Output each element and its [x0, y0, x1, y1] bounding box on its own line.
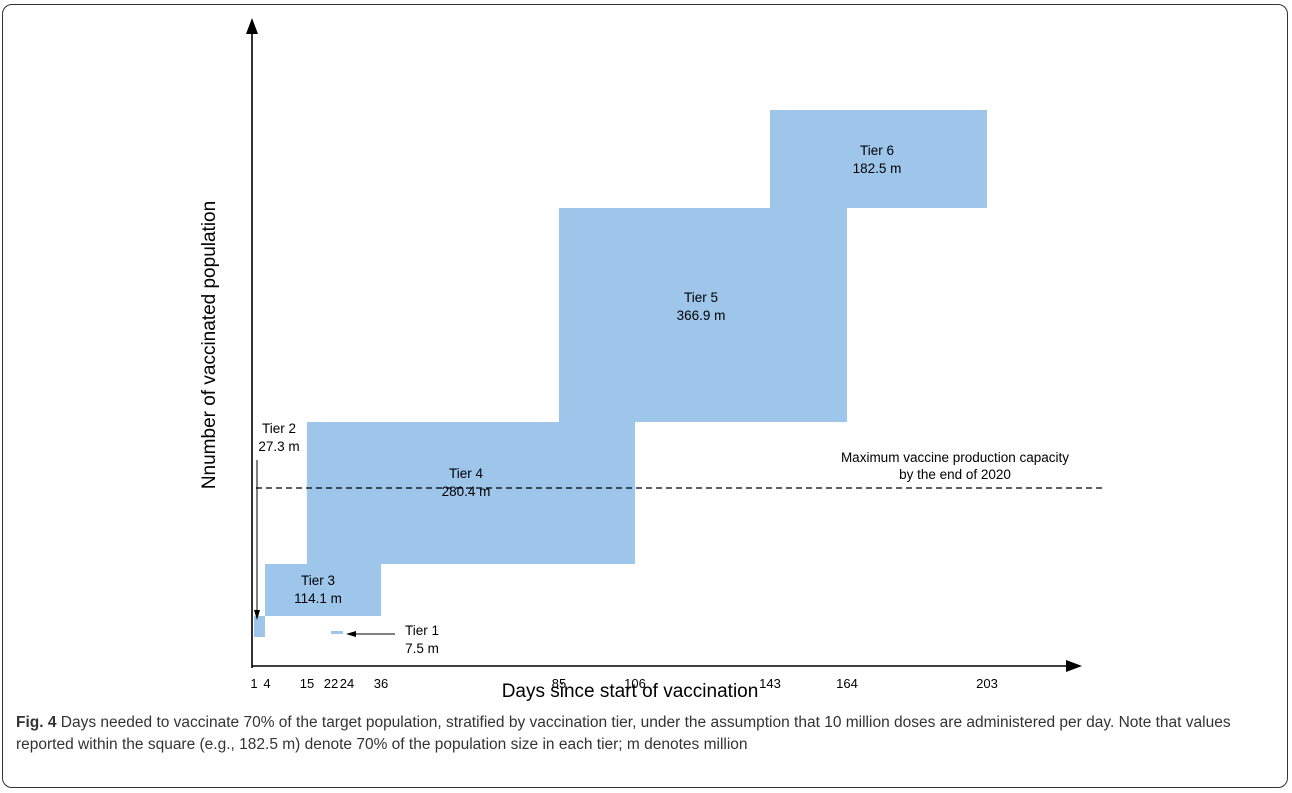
capacity-label-line1: Maximum vaccine production capacity	[841, 450, 1069, 465]
tier-labels: Tier 1 7.5 m Tier 2 27.3 m Tier 3 114.1 m Tier…	[258, 143, 901, 656]
x-tick-label: 106	[624, 676, 646, 691]
x-axis-label: Days since start of vaccination	[502, 681, 759, 702]
tier-4-name-label: Tier 4	[449, 466, 483, 481]
bar-tier-5	[559, 208, 847, 422]
figure-caption-text: Days needed to vaccinate 70% of the targ…	[16, 714, 1231, 753]
x-tick-label: 203	[976, 676, 998, 691]
figure-frame	[2, 4, 1288, 788]
figure-caption: Fig. 4 Days needed to vaccinate 70% of t…	[16, 712, 1278, 756]
axes	[246, 18, 1082, 672]
tier2-pointer-arrow-icon	[254, 610, 260, 620]
x-tick-label: 36	[374, 676, 388, 691]
tier-6-name-label: Tier 6	[860, 143, 894, 158]
x-axis-arrow-icon	[1066, 660, 1082, 672]
tier-bars	[254, 110, 987, 637]
tier-3-population-label: 114.1 m	[294, 591, 342, 606]
x-tick-label: 15	[300, 676, 314, 691]
tier-5-population-label: 366.9 m	[677, 308, 726, 323]
x-tick-label: 1	[250, 676, 257, 691]
bar-tier-1	[331, 631, 343, 634]
figure-label: Fig. 4	[16, 714, 57, 731]
tier-2-name-label: Tier 2	[262, 421, 296, 436]
y-axis-label: Nnumber of vaccinated population	[199, 201, 220, 489]
tier-2-population-label: 27.3 m	[258, 439, 299, 454]
bar-tier-3	[265, 564, 381, 616]
x-tick-label: 85	[552, 676, 566, 691]
x-tick-label: 143	[759, 676, 781, 691]
tier-4-population-label: 280.4 m	[442, 484, 491, 499]
tier-6-population-label: 182.5 m	[853, 161, 902, 176]
x-tick-labels: 1 4 15 22 24 36 85 106 143 164 203	[250, 676, 997, 691]
tier1-pointer-arrow-icon	[346, 631, 356, 637]
y-axis-arrow-icon	[246, 18, 258, 34]
tier-3-name-label: Tier 3	[301, 573, 335, 588]
bar-tier-6	[770, 110, 987, 208]
tier-1-population-label: 7.5 m	[405, 641, 439, 656]
x-tick-label: 164	[836, 676, 858, 691]
bar-tier-2	[254, 616, 265, 637]
x-tick-label: 22	[324, 676, 338, 691]
x-tick-label: 24	[340, 676, 354, 691]
bar-tier-4	[307, 422, 635, 564]
tier-5-name-label: Tier 5	[684, 290, 718, 305]
chart: Maximum vaccine production capacity by t…	[199, 18, 1102, 702]
tier-1-name-label: Tier 1	[405, 623, 439, 638]
x-tick-label: 4	[263, 676, 270, 691]
capacity-label-line2: by the end of 2020	[899, 467, 1011, 482]
